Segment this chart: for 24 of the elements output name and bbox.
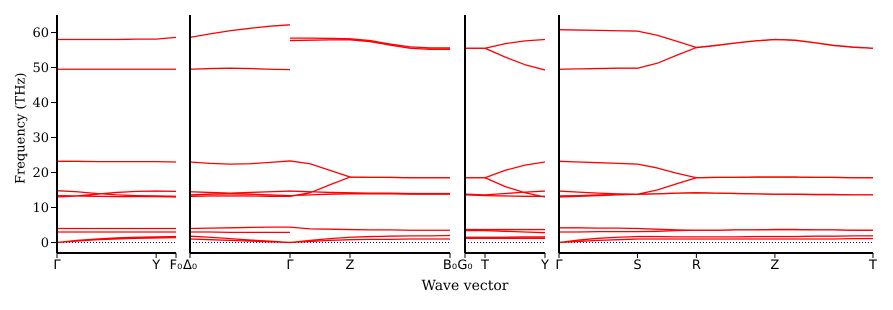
x-tick-label: Δ₀ xyxy=(182,258,198,274)
x-tick-label: Z xyxy=(346,258,355,274)
y-tick-label: 20 xyxy=(32,166,49,182)
x-tick-label: T xyxy=(480,258,490,274)
x-tick-label: Γ xyxy=(53,258,62,274)
y-tick-label: 30 xyxy=(32,131,49,146)
y-tick-label: 60 xyxy=(32,26,49,42)
x-tick-label: Y xyxy=(151,258,160,274)
y-tick-label: 10 xyxy=(32,201,49,216)
x-axis-title: Wave vector xyxy=(420,278,510,294)
x-tick-label: Γ xyxy=(555,258,564,274)
x-tick-label: T xyxy=(868,258,878,274)
x-tick-label: F₀ xyxy=(170,258,182,274)
x-tick-label: Z xyxy=(770,258,780,274)
x-tick-label: R xyxy=(692,258,701,274)
y-tick-label: 40 xyxy=(32,96,49,112)
x-tick-label: Y xyxy=(540,258,550,274)
x-tick-label: Γ xyxy=(286,258,294,274)
y-axis-title: Frequency (THz) xyxy=(14,72,29,184)
x-tick-label: G₀ xyxy=(457,258,473,274)
y-tick-label: 0 xyxy=(40,236,49,252)
y-tick-label: 50 xyxy=(32,61,49,76)
x-tick-label: S xyxy=(633,258,642,274)
x-tick-label: B₀ xyxy=(442,258,458,274)
